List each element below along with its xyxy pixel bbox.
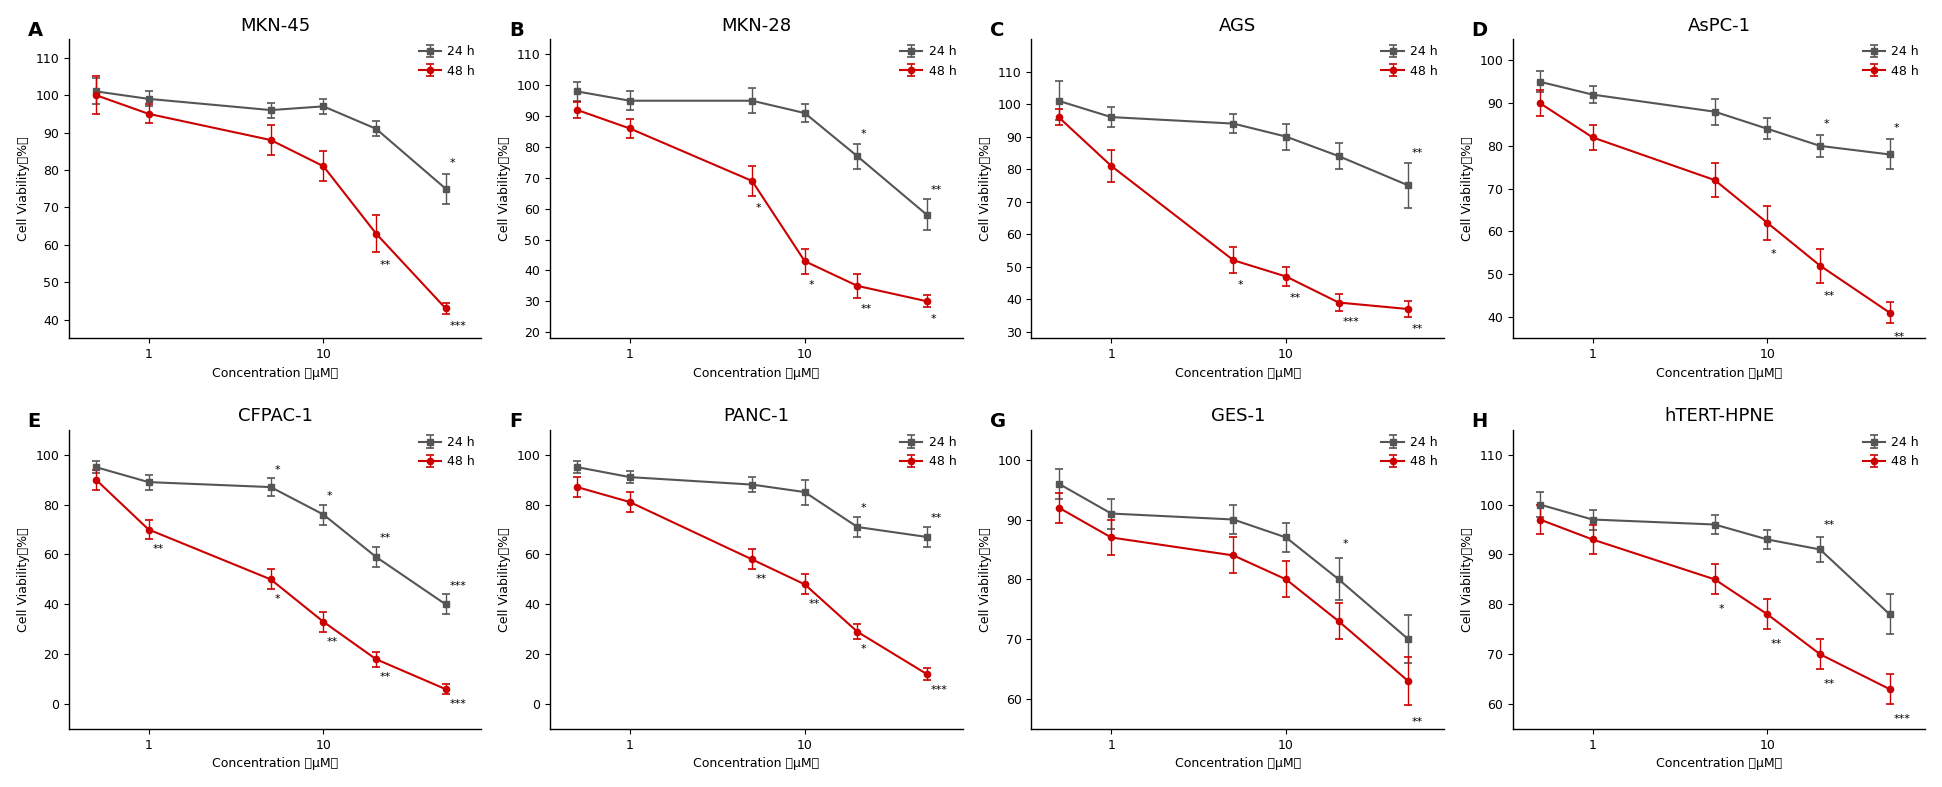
Text: E: E (27, 412, 41, 430)
Text: **: ** (1824, 519, 1835, 530)
X-axis label: Concentration （μM）: Concentration （μM） (1175, 757, 1301, 770)
Title: AsPC-1: AsPC-1 (1688, 17, 1750, 35)
Y-axis label: Cell Viability（%）: Cell Viability（%） (17, 527, 29, 632)
Text: **: ** (381, 534, 390, 543)
Text: *: * (930, 314, 936, 323)
Text: **: ** (930, 185, 942, 195)
Text: A: A (27, 21, 43, 40)
Text: *: * (274, 594, 280, 604)
Text: *: * (1771, 249, 1777, 259)
Text: F: F (509, 412, 522, 430)
Text: **: ** (1893, 332, 1905, 342)
Text: *: * (808, 279, 814, 290)
Y-axis label: Cell Viability（%）: Cell Viability（%） (497, 136, 511, 241)
Text: ***: *** (449, 322, 466, 331)
Text: **: ** (151, 545, 163, 555)
Text: *: * (326, 491, 332, 501)
Text: ***: *** (1893, 714, 1911, 724)
X-axis label: Concentration （μM）: Concentration （μM） (693, 367, 820, 379)
Text: *: * (860, 645, 866, 654)
Text: **: ** (1289, 293, 1301, 303)
Text: *: * (274, 464, 280, 475)
Text: **: ** (381, 260, 390, 270)
Y-axis label: Cell Viability（%）: Cell Viability（%） (17, 136, 29, 241)
Text: *: * (449, 158, 454, 168)
Title: MKN-28: MKN-28 (720, 17, 792, 35)
Text: ***: *** (930, 685, 948, 696)
Text: **: ** (808, 600, 820, 609)
X-axis label: Concentration （μM）: Concentration （μM） (1657, 367, 1783, 379)
Legend: 24 h, 48 h: 24 h, 48 h (1381, 45, 1437, 77)
X-axis label: Concentration （μM）: Concentration （μM） (1175, 367, 1301, 379)
Text: G: G (990, 412, 1006, 430)
Text: **: ** (1824, 291, 1835, 301)
Text: *: * (755, 202, 761, 212)
Title: hTERT-HPNE: hTERT-HPNE (1664, 408, 1775, 426)
Text: **: ** (930, 513, 942, 523)
Y-axis label: Cell Viability（%）: Cell Viability（%） (979, 527, 992, 632)
Title: GES-1: GES-1 (1210, 408, 1264, 426)
Y-axis label: Cell Viability（%）: Cell Viability（%） (1460, 527, 1474, 632)
Text: **: ** (1771, 639, 1783, 649)
Text: *: * (1237, 279, 1243, 290)
Text: *: * (860, 503, 866, 513)
Text: **: ** (755, 575, 767, 585)
Text: **: ** (326, 637, 338, 647)
Text: **: ** (1412, 717, 1423, 727)
Text: B: B (509, 21, 524, 40)
Text: **: ** (860, 305, 872, 314)
Legend: 24 h, 48 h: 24 h, 48 h (1862, 436, 1919, 468)
Legend: 24 h, 48 h: 24 h, 48 h (1862, 45, 1919, 77)
Text: *: * (860, 129, 866, 139)
Text: ***: *** (449, 581, 466, 590)
Legend: 24 h, 48 h: 24 h, 48 h (419, 45, 476, 77)
Title: AGS: AGS (1220, 17, 1256, 35)
Y-axis label: Cell Viability（%）: Cell Viability（%） (497, 527, 511, 632)
Y-axis label: Cell Viability（%）: Cell Viability（%） (1460, 136, 1474, 241)
Text: *: * (1342, 539, 1348, 549)
Text: *: * (1719, 604, 1724, 615)
Text: **: ** (1412, 323, 1423, 334)
Legend: 24 h, 48 h: 24 h, 48 h (1381, 436, 1437, 468)
Text: ***: *** (1342, 317, 1359, 327)
Text: **: ** (1824, 679, 1835, 689)
Text: D: D (1472, 21, 1488, 40)
Text: ***: *** (449, 699, 466, 709)
X-axis label: Concentration （μM）: Concentration （μM） (693, 757, 820, 770)
Text: **: ** (381, 671, 390, 682)
Title: CFPAC-1: CFPAC-1 (237, 408, 313, 426)
Text: C: C (990, 21, 1004, 40)
X-axis label: Concentration （μM）: Concentration （μM） (212, 367, 338, 379)
X-axis label: Concentration （μM）: Concentration （μM） (212, 757, 338, 770)
Text: *: * (1824, 119, 1829, 129)
Title: MKN-45: MKN-45 (241, 17, 311, 35)
Title: PANC-1: PANC-1 (724, 408, 788, 426)
Y-axis label: Cell Viability（%）: Cell Viability（%） (979, 136, 992, 241)
Legend: 24 h, 48 h: 24 h, 48 h (899, 436, 955, 468)
X-axis label: Concentration （μM）: Concentration （μM） (1657, 757, 1783, 770)
Text: *: * (1893, 123, 1899, 133)
Text: H: H (1472, 412, 1488, 430)
Legend: 24 h, 48 h: 24 h, 48 h (419, 436, 476, 468)
Legend: 24 h, 48 h: 24 h, 48 h (899, 45, 955, 77)
Text: **: ** (1412, 148, 1423, 157)
